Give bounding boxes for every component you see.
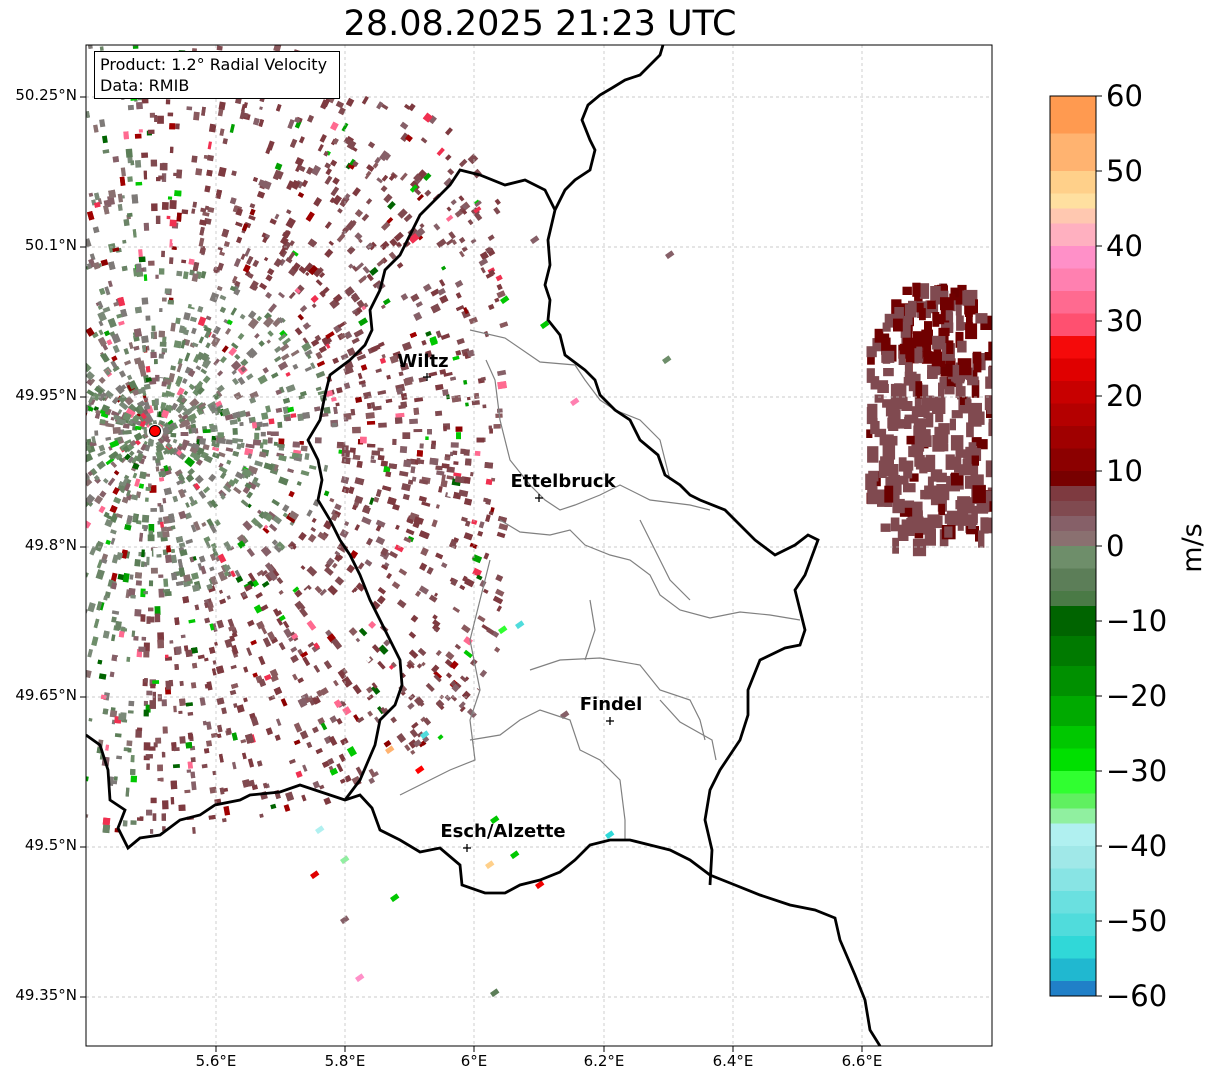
city-label-esch-alzette: Esch/Alzette [440,821,566,842]
colorbar-tick: −10 [1106,604,1168,638]
colorbar-tick: −30 [1106,754,1168,788]
city-marker-icon [423,373,431,381]
radar-site-icon [147,424,163,440]
colorbar-tick: −40 [1106,829,1168,863]
colorbar-tick: 30 [1106,304,1143,338]
colorbar-tick: 50 [1106,154,1143,188]
colorbar-unit-label: m/s [1177,523,1207,573]
map-title: 28.08.2025 21:23 UTC [343,4,737,44]
lon-label: 6.2°E [583,1052,625,1070]
lat-label: 49.35°N [15,986,77,1004]
product-label: Product: 1.2° Radial Velocity [100,55,328,74]
lat-label: 49.8°N [24,536,77,554]
city-label-wiltz: Wiltz [397,351,449,372]
colorbar-tick: 10 [1106,454,1143,488]
lat-label: 50.1°N [24,236,77,254]
lat-label: 49.5°N [24,836,77,854]
colorbar-tick: −60 [1106,979,1168,1013]
velocity-echoes [86,45,992,998]
city-marker-icon [535,494,543,502]
city-label-ettelbruck: Ettelbruck [510,471,616,492]
colorbar-tick: 40 [1106,229,1143,263]
product-info-box: Product: 1.2° Radial Velocity Data: RMIB [94,51,340,99]
colorbar-tick: 20 [1106,379,1143,413]
lon-label: 6.4°E [712,1052,754,1070]
data-source-label: Data: RMIB [100,76,190,95]
city-marker-icon [463,844,471,852]
colorbar-tick: 0 [1106,529,1125,563]
lat-label: 49.65°N [15,686,77,704]
grid-lines [86,45,992,1046]
city-marker-icon [606,717,614,725]
lon-label: 6°E [460,1052,488,1070]
city-markers [423,373,614,852]
canton-boundaries [399,329,801,840]
lon-label: 6.6°E [841,1052,883,1070]
lon-label: 5.6°E [195,1052,237,1070]
axis-ticks [80,96,863,1052]
country-borders [86,45,882,1046]
lon-label: 5.8°E [324,1052,366,1070]
city-label-findel: Findel [579,694,643,715]
colorbar-tick: 60 [1106,79,1143,113]
lat-label: 50.25°N [15,86,77,104]
colorbar-tick: −50 [1106,904,1168,938]
lat-label: 49.95°N [15,386,77,404]
colorbar-tick: −20 [1106,679,1168,713]
